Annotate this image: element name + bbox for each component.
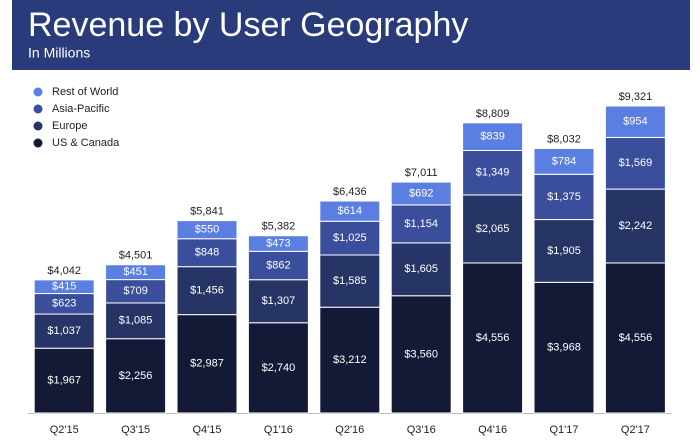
bar-segment (533, 281, 595, 414)
bar-segment (33, 279, 95, 295)
data-label: $1,605 (404, 263, 438, 275)
bar-segment (176, 266, 238, 316)
total-label: $7,011 (405, 167, 438, 179)
bar-segment (105, 302, 167, 340)
data-label: $1,569 (619, 157, 653, 169)
data-label: $2,987 (190, 358, 224, 370)
x-tick-label: Q4'15 (192, 424, 221, 436)
total-label: $8,032 (547, 133, 581, 145)
chart-subtitle: In Millions (28, 45, 90, 61)
bar-segment (176, 220, 238, 240)
data-label: $784 (552, 155, 576, 167)
data-label: $451 (123, 266, 147, 278)
bar-segment (33, 313, 95, 349)
x-tick-label: Q3'15 (121, 424, 150, 436)
data-label: $1,375 (547, 191, 581, 203)
data-label: $2,256 (119, 370, 153, 382)
x-tick-label: Q1'17 (549, 424, 578, 436)
bar-segment (604, 136, 666, 190)
data-label: $1,154 (404, 218, 438, 230)
data-label: $550 (195, 224, 219, 236)
bar-segment (319, 200, 381, 222)
x-tick-label: Q2'16 (335, 424, 364, 436)
data-label: $4,556 (476, 332, 510, 344)
total-label: $6,436 (333, 186, 367, 198)
data-label: $1,349 (476, 167, 510, 179)
legend-marker (33, 87, 43, 97)
total-label: $9,321 (619, 91, 653, 103)
legend-label: Europe (52, 120, 87, 132)
bar-segment (105, 264, 167, 281)
bar-segment (33, 347, 95, 414)
legend-label: US & Canada (52, 137, 120, 149)
data-label: $4,556 (619, 332, 653, 344)
total-label: $5,382 (262, 221, 296, 233)
data-label: $1,585 (333, 275, 367, 287)
data-label: $3,560 (404, 348, 438, 360)
legend-label: Asia-Pacific (52, 103, 110, 115)
legend-marker (33, 104, 43, 114)
bar-segment (319, 306, 381, 414)
data-label: $1,307 (262, 295, 296, 307)
data-label: $862 (266, 259, 290, 271)
bar-segment (390, 181, 452, 206)
bar-segment (533, 219, 595, 283)
bar-segment (390, 295, 452, 414)
total-label: $4,042 (47, 265, 81, 277)
data-label: $709 (123, 285, 147, 297)
data-label: $1,967 (47, 375, 81, 387)
x-tick-label: Q4'16 (478, 424, 507, 436)
data-label: $3,212 (333, 354, 367, 366)
total-label: $4,501 (119, 250, 153, 262)
bar-segment (247, 235, 309, 252)
bar-segment (604, 188, 666, 264)
x-tick-label: Q2'17 (621, 424, 650, 436)
bar-segment (462, 262, 524, 414)
data-label: $2,242 (619, 220, 653, 232)
bar-segment (319, 254, 381, 308)
legend-marker (33, 138, 43, 148)
bar-segment (247, 250, 309, 281)
bar-segment (533, 173, 595, 221)
bar-segment (604, 262, 666, 414)
data-label: $954 (623, 116, 647, 128)
data-label: $1,456 (190, 285, 224, 297)
bar-segment (247, 322, 309, 414)
chart-title: Revenue by User Geography (28, 6, 468, 44)
bar-segment (390, 204, 452, 244)
legend-marker (33, 121, 43, 131)
legend-label: Rest of World (52, 86, 118, 98)
data-label: $839 (480, 131, 504, 143)
total-label: $5,841 (190, 206, 224, 218)
x-tick-label: Q3'16 (407, 424, 436, 436)
title-banner (12, 0, 690, 70)
data-label: $1,085 (119, 315, 153, 327)
x-tick-label: Q1'16 (264, 424, 293, 436)
data-label: $2,740 (262, 362, 296, 374)
bar-segment (319, 220, 381, 256)
data-label: $2,065 (476, 223, 510, 235)
bar-segment (176, 314, 238, 414)
data-label: $473 (266, 237, 290, 249)
bar-segment (390, 242, 452, 297)
data-label: $1,025 (333, 232, 367, 244)
data-label: $415 (52, 281, 76, 293)
total-label: $8,809 (476, 108, 510, 120)
bar-segment (604, 105, 666, 138)
data-label: $1,037 (47, 325, 81, 337)
bar-segment (105, 338, 167, 414)
data-label: $614 (338, 205, 362, 217)
data-label: $623 (52, 298, 76, 310)
bar-segment (462, 194, 524, 264)
data-label: $1,905 (547, 245, 581, 257)
data-label: $3,968 (547, 342, 581, 354)
bar-segment (462, 122, 524, 151)
bar-segment (462, 149, 524, 196)
bar-segment (533, 147, 595, 175)
data-label: $692 (409, 187, 433, 199)
data-label: $848 (195, 247, 219, 259)
x-tick-label: Q2'15 (50, 424, 79, 436)
